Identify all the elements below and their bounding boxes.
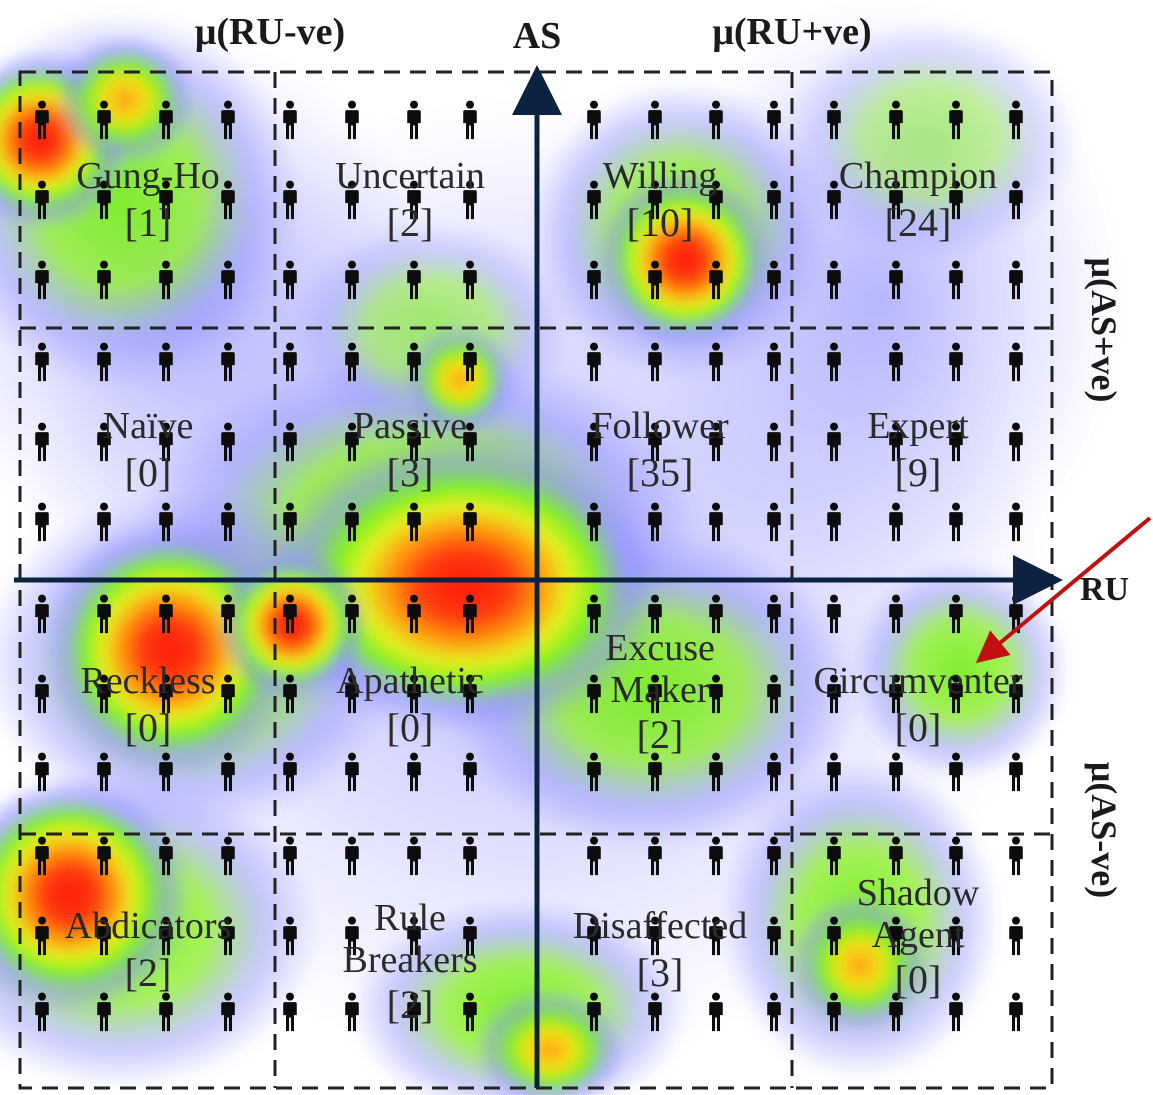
- cell-count-label: [0]: [895, 705, 942, 750]
- cell-count-label: [0]: [125, 450, 172, 495]
- cell-count-label: [2]: [387, 200, 434, 245]
- axis-label-ru: RU: [1080, 571, 1129, 608]
- cell-name-label: Abdicators: [65, 905, 232, 947]
- axes: [14, 65, 1063, 1088]
- cell-name-label: Uncertain: [335, 155, 485, 197]
- cell-name-label: Naïve: [103, 405, 194, 447]
- cell-count-label: [10]: [627, 200, 694, 245]
- cell-name-label: Apathetic: [336, 660, 484, 702]
- header-as: AS: [513, 15, 562, 57]
- cell-name-label: Shadow: [857, 872, 980, 914]
- cell-count-label: [0]: [125, 705, 172, 750]
- cell-name-label: Rule: [374, 897, 446, 939]
- cell-count-label: [0]: [895, 957, 942, 1002]
- cell-count-label: [35]: [627, 450, 694, 495]
- person-icon: [1009, 916, 1023, 956]
- cell-name-label-line2: Agent: [872, 914, 965, 956]
- cell-count-label: [24]: [885, 200, 952, 245]
- cell-name-label: Champion: [839, 155, 997, 197]
- cell-name-label: Expert: [867, 405, 969, 447]
- cell-name-label: Reckless: [80, 660, 215, 702]
- cell-name-label: Gung-Ho: [76, 155, 220, 197]
- person-icon: [1009, 836, 1023, 876]
- axis-label-as-positive: μ(AS+ve): [1084, 258, 1124, 403]
- cell-labels: Gung-Ho[1]Uncertain[2]Willing[10]Champio…: [65, 155, 1023, 1027]
- cell-name-label-line2: Breakers: [342, 939, 477, 981]
- cell-name-label: Disaffected: [573, 905, 747, 947]
- cell-count-label: [3]: [637, 950, 684, 995]
- header-ru-negative: μ(RU-ve): [195, 11, 345, 53]
- cell-name-label: Passive: [353, 405, 467, 447]
- cell-count-label: [1]: [125, 200, 172, 245]
- cell-count-label: [2]: [125, 950, 172, 995]
- cell-name-label: Follower: [591, 405, 729, 447]
- person-icon: [1009, 992, 1023, 1032]
- cell-count-label: [2]: [387, 982, 434, 1027]
- cell-count-label: [0]: [387, 705, 434, 750]
- cell-name-label-line2: Maker: [610, 669, 710, 711]
- cell-name-label: Willing: [603, 155, 718, 197]
- cell-name-label: Circumventer: [814, 660, 1023, 702]
- cell-name-label: Excuse: [605, 627, 715, 669]
- axis-label-as-negative: μ(AS-ve): [1084, 762, 1124, 898]
- cell-count-label: [3]: [387, 450, 434, 495]
- header-ru-positive: μ(RU+ve): [712, 11, 871, 53]
- cell-count-label: [2]: [637, 712, 684, 757]
- cell-count-label: [9]: [895, 450, 942, 495]
- pointer-arrow-icon: [975, 516, 1152, 664]
